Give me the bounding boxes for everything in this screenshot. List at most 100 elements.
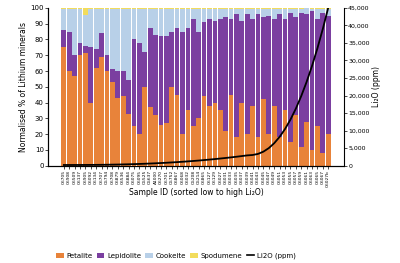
Bar (105, 71, 109, 166)
Bar (62, 30, 66, 47)
Bar (223, 9, 228, 17)
Bar (223, 8, 228, 9)
Bar (62, 9, 66, 30)
Bar (191, 126, 196, 166)
Bar (245, 134, 250, 166)
Bar (94, 9, 98, 49)
Bar (245, 8, 250, 9)
Bar (304, 14, 309, 122)
Bar (137, 43, 142, 134)
Bar (78, 9, 82, 43)
Bar (62, 8, 66, 9)
Bar (272, 9, 276, 19)
Bar (153, 35, 158, 115)
Bar (234, 8, 239, 9)
Bar (212, 8, 217, 9)
Bar (299, 13, 304, 147)
Bar (126, 8, 131, 9)
Bar (83, 53, 88, 166)
Bar (169, 8, 174, 9)
Bar (229, 8, 234, 9)
Bar (116, 8, 120, 9)
Bar (234, 9, 239, 14)
Bar (67, 8, 72, 9)
Bar (126, 9, 131, 80)
Bar (169, 87, 174, 166)
Bar (283, 110, 287, 166)
Bar (158, 36, 163, 125)
Bar (272, 106, 276, 166)
Bar (99, 8, 104, 9)
Bar (105, 8, 109, 9)
Bar (175, 9, 180, 28)
Bar (315, 9, 320, 19)
Bar (261, 99, 266, 166)
Bar (229, 95, 234, 166)
Bar (256, 14, 260, 137)
Bar (304, 122, 309, 166)
Bar (277, 14, 282, 137)
Bar (67, 71, 72, 166)
Bar (121, 96, 126, 166)
Bar (175, 28, 180, 95)
Bar (196, 9, 201, 32)
Bar (164, 8, 169, 9)
Bar (180, 9, 185, 32)
Bar (266, 9, 271, 16)
Bar (164, 36, 169, 123)
Bar (326, 16, 330, 134)
Bar (164, 9, 169, 36)
Bar (121, 71, 126, 96)
Bar (153, 9, 158, 35)
Bar (299, 9, 304, 13)
Bar (121, 9, 126, 71)
Bar (110, 82, 115, 166)
Bar (94, 8, 98, 9)
Bar (212, 103, 217, 166)
Bar (191, 8, 196, 9)
Bar (256, 137, 260, 166)
Bar (110, 9, 115, 69)
Bar (67, 32, 72, 71)
Bar (105, 55, 109, 71)
Bar (175, 95, 180, 166)
Bar (78, 8, 82, 9)
Y-axis label: Normalised % of Lithium minerals: Normalised % of Lithium minerals (18, 22, 28, 152)
Bar (83, 8, 88, 16)
Bar (116, 71, 120, 98)
Bar (132, 126, 136, 166)
Bar (266, 134, 271, 166)
Bar (72, 8, 77, 9)
Bar (256, 9, 260, 14)
Bar (256, 8, 260, 9)
Bar (196, 118, 201, 166)
Bar (218, 8, 223, 9)
Bar (212, 9, 217, 21)
Bar (294, 115, 298, 166)
Bar (126, 80, 131, 114)
Bar (207, 106, 212, 166)
Bar (207, 19, 212, 106)
Bar (148, 28, 152, 107)
Bar (315, 8, 320, 9)
Bar (121, 8, 126, 9)
Bar (294, 8, 298, 9)
Bar (202, 22, 206, 96)
Bar (137, 9, 142, 43)
Bar (229, 9, 234, 19)
Bar (99, 33, 104, 57)
Bar (218, 110, 223, 166)
Bar (158, 8, 163, 9)
X-axis label: Sample ID (sorted low to high Li₂O): Sample ID (sorted low to high Li₂O) (129, 188, 263, 197)
Bar (186, 9, 190, 28)
Bar (315, 19, 320, 126)
Bar (272, 8, 276, 9)
Bar (105, 9, 109, 55)
Bar (288, 8, 293, 9)
Bar (202, 96, 206, 166)
Bar (320, 153, 325, 166)
Bar (132, 8, 136, 9)
Bar (315, 126, 320, 166)
Bar (78, 55, 82, 166)
Bar (283, 8, 287, 9)
